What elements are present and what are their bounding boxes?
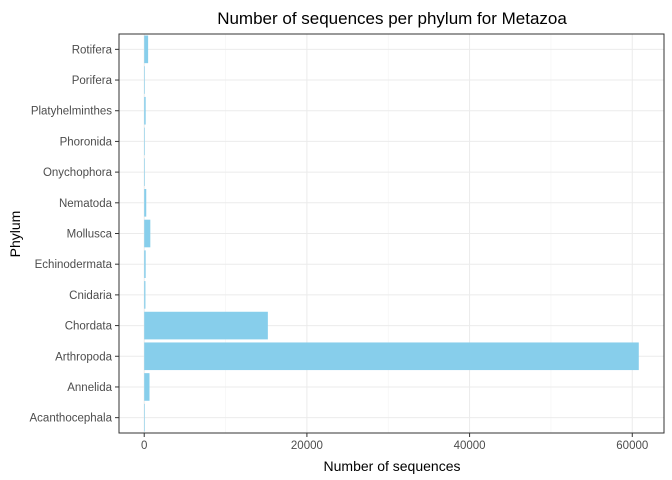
bar-porifera	[144, 66, 145, 94]
bar-annelida	[144, 373, 150, 401]
y-tick-label: Platyhelminthes	[31, 106, 112, 118]
y-tick-label: Onychophora	[43, 167, 113, 179]
bar-chordata	[144, 311, 268, 340]
bars	[144, 35, 639, 432]
x-axis-ticks: 0 20000 40000 60000	[141, 433, 648, 452]
x-tick-label: 0	[141, 440, 147, 452]
bar-nematoda	[144, 188, 147, 217]
x-tick-label: 20000	[291, 440, 323, 452]
bar-echinodermata	[144, 250, 146, 279]
x-axis-title: Number of sequences	[324, 458, 461, 474]
chart-title: Number of sequences per phylum for Metaz…	[217, 9, 567, 28]
x-tick-label: 60000	[616, 440, 648, 452]
grid-lines	[119, 34, 664, 433]
y-tick-label: Phoronida	[60, 136, 113, 148]
x-tick-label: 40000	[454, 440, 486, 452]
y-tick-label: Cnidaria	[69, 290, 112, 302]
y-tick-label: Porifera	[72, 75, 113, 87]
bar-onychophora	[144, 158, 145, 186]
bar-mollusca	[144, 219, 151, 248]
bar-platyhelminthes	[144, 96, 146, 125]
y-tick-label: Echinodermata	[35, 259, 113, 271]
bar-cnidaria	[144, 281, 146, 309]
y-axis-title: Phylum	[7, 211, 23, 258]
y-tick-label: Mollusca	[67, 229, 113, 241]
y-tick-label: Annelida	[67, 382, 112, 394]
y-tick-label: Acanthocephala	[30, 413, 113, 425]
y-tick-label: Nematoda	[59, 198, 113, 210]
y-tick-label: Arthropoda	[55, 351, 113, 363]
bar-rotifera	[144, 35, 149, 64]
y-tick-label: Chordata	[65, 321, 113, 333]
y-tick-label: Rotifera	[72, 44, 113, 56]
y-axis-ticks: Acanthocephala Annelida Arthropoda Chordata…	[30, 44, 119, 425]
bar-acanthocephala	[144, 403, 145, 432]
bar-phoronida	[144, 127, 145, 156]
bar-arthropoda	[144, 342, 639, 371]
